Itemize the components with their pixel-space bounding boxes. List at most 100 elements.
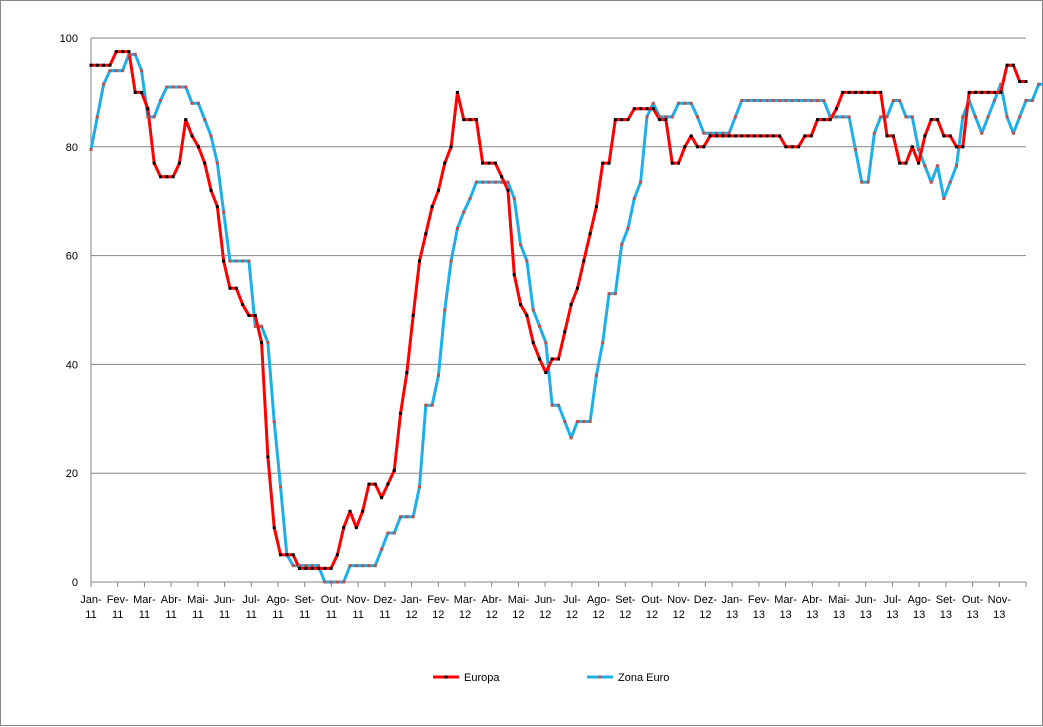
data-point [197, 102, 200, 105]
data-point [854, 91, 857, 94]
x-tick-label: Jul- [884, 594, 902, 606]
data-point [930, 181, 933, 184]
data-point [323, 581, 326, 584]
x-tick-label: Abr- [481, 594, 502, 606]
data-point [298, 567, 301, 570]
y-tick-label: 100 [60, 33, 78, 45]
data-point [228, 260, 231, 263]
x-tick-label: 11 [112, 609, 123, 621]
data-point [418, 260, 421, 263]
data-point [165, 175, 168, 178]
x-tick-label: Set- [615, 594, 636, 606]
x-tick-label: Jul- [563, 594, 581, 606]
data-point [121, 50, 124, 53]
data-point [443, 309, 446, 312]
x-tick-label: 13 [806, 609, 818, 621]
x-tick-label: Mai- [508, 594, 530, 606]
x-tick-label: Mai- [187, 594, 209, 606]
data-point [462, 211, 465, 214]
data-point [747, 134, 750, 137]
x-tick-label: 11 [192, 609, 203, 621]
x-tick-label: 13 [726, 609, 738, 621]
x-tick-label: 12 [699, 609, 711, 621]
data-point [721, 134, 724, 137]
data-point [753, 99, 756, 102]
x-tick-label: Fev- [427, 594, 449, 606]
data-point [304, 564, 307, 567]
data-point [146, 107, 149, 110]
data-point [475, 181, 478, 184]
data-point [203, 162, 206, 165]
data-point [90, 64, 93, 67]
data-point [993, 99, 996, 102]
x-tick-label: Set- [936, 594, 957, 606]
data-point [412, 515, 415, 518]
x-tick-label: 11 [352, 609, 363, 621]
x-tick-label: Dez- [373, 594, 397, 606]
x-tick-label: Mar- [133, 594, 156, 606]
data-point [645, 107, 648, 110]
data-point [582, 420, 585, 423]
data-point [791, 99, 794, 102]
series-markers [90, 50, 1043, 583]
data-point [336, 553, 339, 556]
x-tick-label: 12 [646, 609, 658, 621]
data-point [374, 483, 377, 486]
data-point [683, 145, 686, 148]
data-point [374, 564, 377, 567]
data-point [1006, 115, 1009, 118]
data-point [696, 145, 699, 148]
data-point [664, 118, 667, 121]
data-point [639, 107, 642, 110]
data-point [127, 50, 130, 53]
data-point [184, 118, 187, 121]
x-tick-label: Mar- [774, 594, 797, 606]
x-tick-label: Set- [295, 594, 316, 606]
data-point [361, 510, 364, 513]
data-point [115, 50, 118, 53]
x-tick-label: 13 [886, 609, 898, 621]
data-point [949, 181, 952, 184]
x-tick-label: 13 [833, 609, 845, 621]
data-point [159, 175, 162, 178]
data-point [538, 357, 541, 360]
data-point [405, 515, 408, 518]
data-point [159, 99, 162, 102]
data-point [165, 85, 168, 88]
data-point [90, 148, 93, 151]
x-tick-label: Mai- [828, 594, 850, 606]
data-point [260, 341, 263, 344]
data-point [904, 162, 907, 165]
y-tick-label: 0 [72, 577, 78, 589]
data-point [980, 132, 983, 135]
data-point [418, 485, 421, 488]
data-point [532, 341, 535, 344]
data-point [330, 567, 333, 570]
data-point [772, 134, 775, 137]
data-point [917, 162, 920, 165]
data-point [759, 134, 762, 137]
legend-label: Zona Euro [618, 672, 669, 684]
data-point [456, 91, 459, 94]
data-point [386, 483, 389, 486]
data-point [519, 303, 522, 306]
x-tick-label: Jun- [534, 594, 556, 606]
data-point [923, 164, 926, 167]
data-point [437, 189, 440, 192]
x-tick-label: Dez- [694, 594, 718, 606]
data-point [178, 85, 181, 88]
data-point [835, 115, 838, 118]
data-point [942, 134, 945, 137]
x-tick-label: 13 [966, 609, 978, 621]
data-point [570, 303, 573, 306]
data-point [494, 162, 497, 165]
data-point [172, 85, 175, 88]
data-point [494, 181, 497, 184]
data-point [1025, 80, 1028, 83]
x-tick-label: Jun- [855, 594, 877, 606]
x-tick-label: 11 [299, 609, 310, 621]
data-point [753, 134, 756, 137]
data-point [904, 115, 907, 118]
